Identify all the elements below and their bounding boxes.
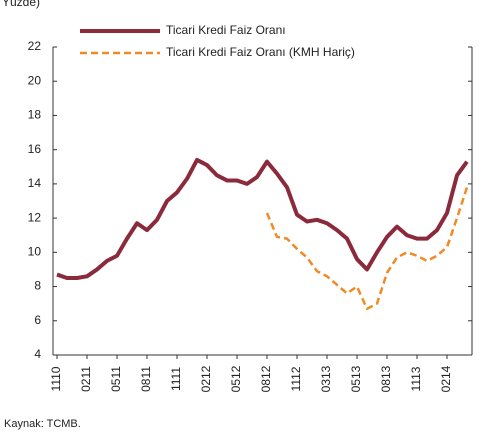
chart-subtitle: Yüzde) bbox=[2, 0, 40, 9]
x-tick-label: 0513 bbox=[349, 365, 363, 392]
x-tick-label: 0512 bbox=[229, 365, 243, 392]
x-tick-label: 1113 bbox=[409, 366, 423, 391]
x-tick-label: 0211 bbox=[79, 366, 93, 392]
y-tick-label: 4 bbox=[34, 347, 41, 361]
legend-label: Ticari Kredi Faiz Oranı (KMH Hariç) bbox=[166, 45, 355, 59]
y-tick-label: 22 bbox=[28, 39, 42, 53]
y-tick-label: 18 bbox=[28, 108, 42, 122]
series-line bbox=[56, 157, 469, 280]
x-tick-label: 1112 bbox=[289, 366, 303, 391]
x-tick-label: 0813 bbox=[379, 365, 393, 392]
y-tick-label: 6 bbox=[34, 313, 41, 327]
x-tick-label: 0212 bbox=[199, 365, 213, 392]
y-tick-label: 20 bbox=[28, 73, 42, 87]
series-line bbox=[265, 186, 469, 311]
x-tick-label: 0811 bbox=[139, 366, 153, 392]
x-tick-label: 0313 bbox=[319, 365, 333, 392]
legend-label: Ticari Kredi Faiz Oranı bbox=[166, 23, 286, 37]
y-tick-label: 8 bbox=[34, 279, 41, 293]
x-tick-label: 0511 bbox=[109, 366, 123, 392]
y-tick-label: 16 bbox=[28, 142, 42, 156]
x-tick-label: 0214 bbox=[439, 365, 453, 392]
x-tick-label: 0812 bbox=[259, 365, 273, 392]
x-tick-label: 1110 bbox=[49, 366, 63, 391]
x-tick-label: 1111 bbox=[169, 367, 183, 391]
y-tick-label: 12 bbox=[28, 210, 42, 224]
y-tick-label: 14 bbox=[28, 176, 42, 190]
y-tick-label: 10 bbox=[28, 245, 42, 259]
source-note: Kaynak: TCMB. bbox=[4, 418, 81, 430]
